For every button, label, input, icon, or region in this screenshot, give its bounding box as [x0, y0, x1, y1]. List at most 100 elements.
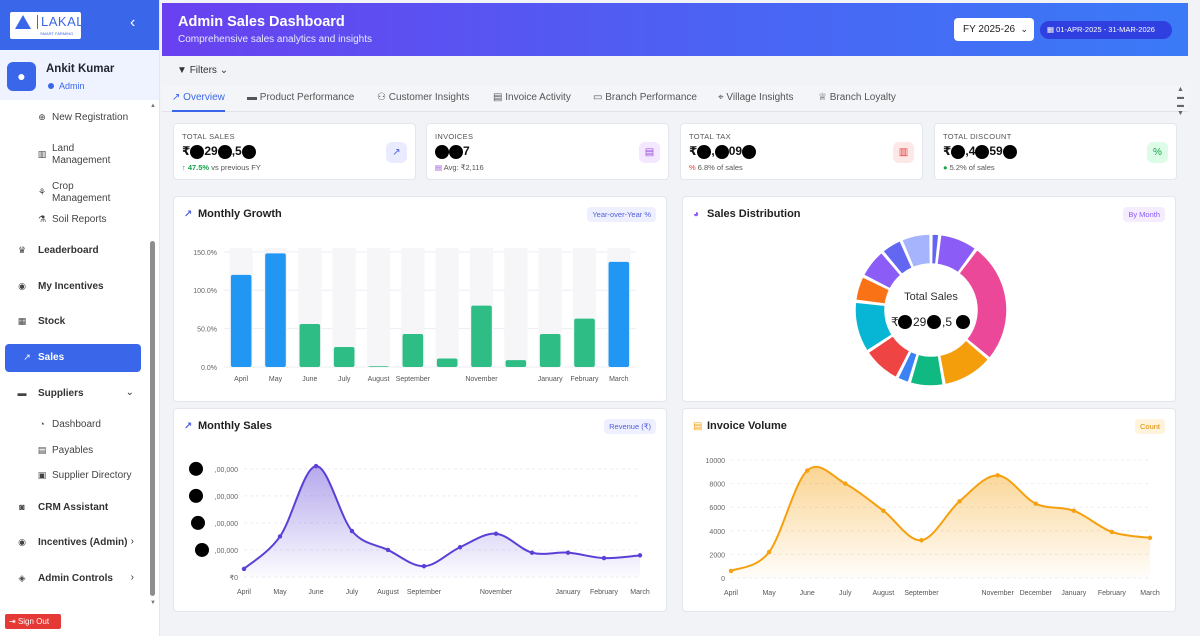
sign-out-button[interactable]: ⇥ Sign Out: [5, 614, 61, 629]
stat-footnote: ▤ Avg: ₹2,116: [435, 163, 484, 172]
sidebar-item-label: Stock: [38, 316, 66, 327]
donut-slice[interactable]: [900, 233, 932, 269]
tab-village-insights[interactable]: ⌖ Village Insights: [718, 92, 794, 103]
x-tick-label: January: [556, 589, 581, 596]
sidebar-item-crop-management[interactable]: ⚘ Crop Management: [0, 180, 148, 206]
sidebar-item-stock[interactable]: ▦ Stock: [0, 314, 148, 330]
data-point[interactable]: [421, 563, 427, 569]
trophy-icon: ♛: [17, 245, 27, 255]
sidebar-item-land-management[interactable]: ▥ Land Management: [0, 142, 148, 168]
area-fill: [244, 466, 640, 577]
tab-overview[interactable]: ↗ Overview: [172, 92, 225, 112]
land-icon: ▥: [37, 149, 47, 159]
boxes-icon: ▦: [17, 316, 27, 326]
sidebar-item-new-registration[interactable]: ⊕ New Registration: [0, 110, 148, 126]
data-point[interactable]: [385, 547, 391, 553]
sidebar-item-supplier-directory[interactable]: ▣ Supplier Directory: [0, 468, 148, 484]
x-tick-label: July: [839, 590, 852, 597]
data-point[interactable]: [493, 531, 499, 536]
redacted-blot: [1002, 144, 1017, 159]
data-point[interactable]: [565, 550, 571, 555]
data-point[interactable]: [601, 555, 607, 561]
data-point[interactable]: [349, 528, 355, 534]
fiscal-year-select[interactable]: FY 2025-26 ⌄: [954, 18, 1034, 41]
donut-slice[interactable]: [936, 233, 977, 274]
sidebar-item-admin-controls[interactable]: ◈ Admin Controls ›: [0, 571, 148, 587]
bar[interactable]: [539, 333, 561, 367]
tab-product-performance[interactable]: ▬ Product Performance: [247, 92, 354, 103]
sprout-icon: ⚘: [37, 187, 47, 197]
donut-slice[interactable]: [866, 334, 911, 379]
sidebar-item-my-incentives[interactable]: ◉ My Incentives: [0, 279, 148, 295]
data-point[interactable]: [995, 473, 1000, 478]
chevron-left-icon[interactable]: ‹: [130, 14, 136, 31]
sidebar-item-label: Incentives (Admin): [38, 537, 128, 548]
filters-toggle[interactable]: ▼ Filters ⌄: [177, 65, 228, 76]
donut-slice[interactable]: [938, 338, 990, 386]
sidebar-item-dashboard[interactable]: ◔ Dashboard: [0, 417, 148, 433]
sales-distribution-card: ◕ Sales Distribution By Month Total Sales…: [682, 196, 1176, 402]
sidebar-item-sales[interactable]: ↗ Sales: [5, 344, 141, 372]
donut-center-value: 29: [913, 315, 927, 329]
donut-slice[interactable]: [930, 233, 940, 266]
donut-slice[interactable]: [909, 353, 945, 387]
donut-slice[interactable]: [881, 239, 914, 276]
donut-slice[interactable]: [854, 275, 891, 305]
calendar-icon: ▦: [1047, 25, 1057, 34]
bar[interactable]: [402, 333, 424, 367]
tab-branch-performance[interactable]: ▭ Branch Performance: [593, 92, 697, 103]
tab-branch-loyalty[interactable]: ♕ Branch Loyalty: [818, 92, 896, 103]
bar[interactable]: [436, 358, 458, 367]
main-scrollbar[interactable]: ▲ ▬ ▬ ▼: [1177, 86, 1184, 117]
scroll-up-icon[interactable]: ▲: [150, 103, 156, 109]
bar[interactable]: [333, 347, 355, 367]
sidebar-item-label: Land Management: [52, 143, 111, 166]
data-point[interactable]: [1071, 508, 1077, 513]
sidebar-item-incentives-admin[interactable]: ◉ Incentives (Admin) ›: [0, 535, 148, 551]
data-point[interactable]: [1109, 529, 1115, 535]
data-point[interactable]: [457, 545, 463, 550]
bar[interactable]: [265, 253, 286, 367]
data-point[interactable]: [957, 499, 962, 504]
stat-footnote: ● 5.2% of sales: [943, 163, 995, 172]
data-point[interactable]: [277, 534, 283, 539]
data-point[interactable]: [529, 550, 535, 555]
donut-slice[interactable]: [854, 301, 894, 353]
donut-slice[interactable]: [896, 350, 919, 384]
bar[interactable]: [505, 360, 527, 367]
donut-slice[interactable]: [862, 251, 903, 290]
x-tick-label: September: [407, 589, 442, 596]
data-point[interactable]: [843, 481, 848, 486]
data-point[interactable]: [919, 538, 924, 543]
bar[interactable]: [608, 261, 630, 367]
data-point[interactable]: [881, 508, 886, 513]
sidebar-item-soil-reports[interactable]: ⚗ Soil Reports: [0, 212, 148, 228]
sidebar-item-payables[interactable]: ▤ Payables: [0, 443, 148, 459]
data-point[interactable]: [241, 566, 247, 572]
bar[interactable]: [368, 366, 389, 367]
scroll-down-icon[interactable]: ▼: [150, 600, 156, 606]
data-point[interactable]: [1147, 535, 1153, 541]
bar[interactable]: [299, 324, 321, 367]
data-point[interactable]: [766, 549, 772, 555]
bar[interactable]: [471, 305, 492, 367]
sidebar-item-suppliers[interactable]: ▬ Suppliers ⌄: [0, 386, 148, 402]
donut-slice[interactable]: [957, 248, 1008, 360]
bar[interactable]: [230, 274, 252, 367]
data-point[interactable]: [313, 463, 319, 469]
sidebar-scrollbar[interactable]: [150, 241, 155, 596]
sidebar-item-label: Supplier Directory: [52, 470, 132, 481]
stat-foot-text: 5.2% of sales: [947, 163, 995, 172]
award-icon: ♕: [818, 92, 830, 103]
data-point[interactable]: [637, 553, 643, 558]
tab-customer-insights[interactable]: ⚇ Customer Insights: [377, 92, 469, 103]
stat-foot-text: 6.8% of sales: [695, 163, 743, 172]
sidebar-item-crm-assistant[interactable]: ◙ CRM Assistant: [0, 500, 148, 516]
sidebar-item-leaderboard[interactable]: ♛ Leaderboard: [0, 243, 148, 259]
document-icon: ▤: [693, 421, 703, 432]
data-point[interactable]: [1033, 501, 1038, 506]
data-point[interactable]: [804, 468, 810, 473]
bar[interactable]: [574, 318, 595, 367]
tab-invoice-activity[interactable]: ▤ Invoice Activity: [493, 92, 571, 103]
data-point[interactable]: [728, 568, 734, 574]
